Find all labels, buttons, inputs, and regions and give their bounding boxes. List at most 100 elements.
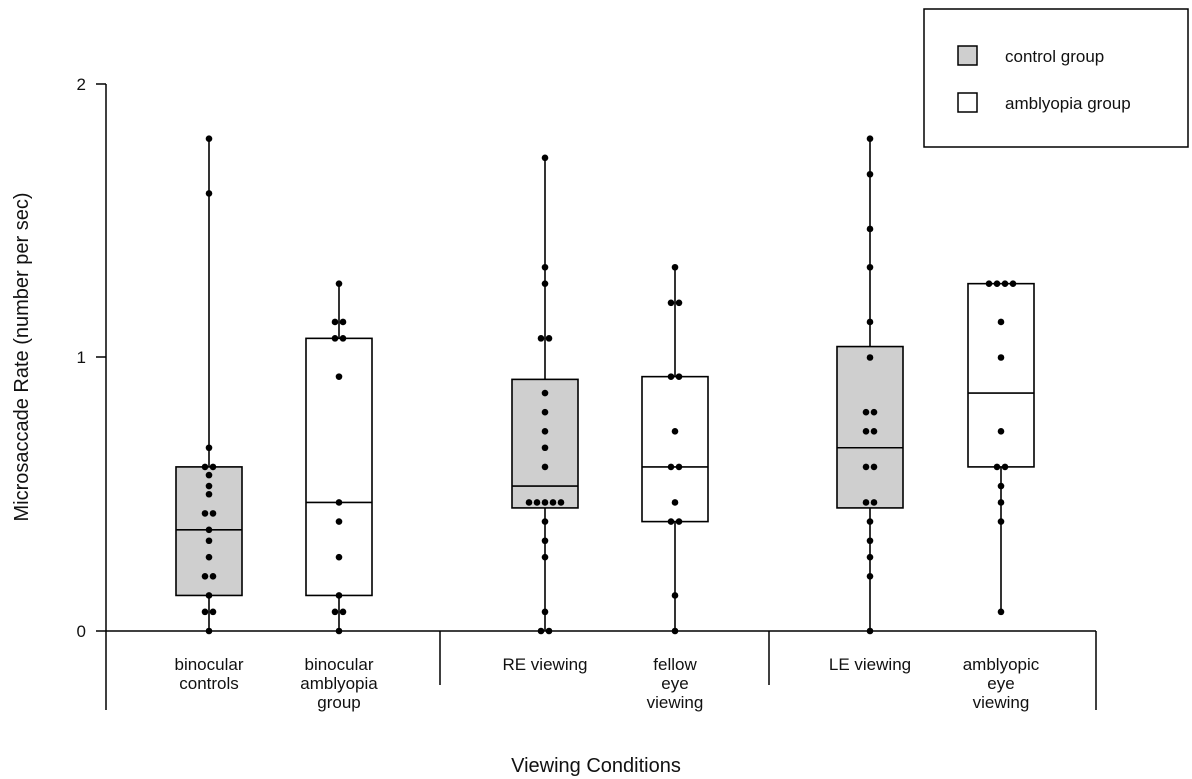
- data-point-2-12: [541, 499, 549, 506]
- legend-swatch-control-group: [957, 45, 978, 66]
- data-point-0-12: [205, 553, 213, 561]
- category-label-line: binocular: [175, 655, 244, 674]
- data-point-2-16: [541, 537, 549, 545]
- data-point-2-6: [541, 408, 549, 416]
- category-label-0: binocular controls: [175, 655, 244, 693]
- data-point-0-14: [209, 573, 217, 580]
- data-point-2-14: [557, 499, 565, 506]
- data-point-3-1: [667, 299, 675, 307]
- data-point-5-0: [985, 280, 993, 287]
- data-point-3-9: [667, 518, 675, 525]
- legend-label-control-group: control group: [1005, 47, 1104, 66]
- category-label-line: controls: [179, 674, 239, 693]
- category-label-line: amblyopia: [300, 674, 378, 693]
- data-point-0-5: [205, 471, 213, 479]
- data-point-0-4: [209, 463, 217, 471]
- data-point-0-0: [205, 135, 213, 142]
- data-point-1-1: [331, 318, 339, 326]
- data-point-2-9: [541, 463, 549, 471]
- data-point-2-19: [537, 627, 545, 635]
- data-point-2-20: [545, 627, 553, 635]
- data-point-3-4: [675, 373, 683, 380]
- data-point-0-2: [205, 444, 213, 452]
- data-point-0-7: [205, 490, 213, 498]
- data-point-0-16: [201, 608, 209, 616]
- data-point-2-2: [541, 280, 549, 287]
- box-3: [641, 375, 709, 523]
- data-point-3-7: [675, 463, 683, 471]
- data-point-0-13: [201, 573, 209, 580]
- data-point-1-3: [331, 335, 339, 342]
- legend: control group amblyopia group: [923, 8, 1189, 148]
- data-point-4-18: [866, 627, 874, 635]
- data-point-3-11: [671, 592, 679, 599]
- y-axis-title: Microsaccade Rate (number per sec): [11, 192, 33, 521]
- data-point-2-17: [541, 553, 549, 561]
- data-point-0-10: [205, 526, 213, 534]
- category-label-line: eye: [987, 674, 1014, 693]
- data-point-3-5: [671, 428, 679, 435]
- category-label-5: amblyopic eye viewing: [963, 655, 1040, 712]
- data-point-1-6: [335, 499, 343, 506]
- category-label-4: LE viewing: [829, 655, 911, 674]
- x-axis-title: Viewing Conditions: [511, 755, 681, 777]
- data-point-4-10: [862, 463, 870, 471]
- data-point-5-2: [1001, 280, 1009, 287]
- data-point-5-1: [993, 280, 1001, 287]
- data-point-5-10: [997, 499, 1005, 506]
- y-tick-label-2: 2: [77, 75, 86, 94]
- data-point-1-12: [335, 627, 343, 635]
- data-point-5-9: [997, 482, 1005, 490]
- data-point-3-10: [675, 518, 683, 525]
- legend-swatch-amblyopia-group: [957, 92, 978, 113]
- data-point-0-1: [205, 190, 213, 197]
- data-point-1-2: [339, 318, 347, 326]
- data-point-3-0: [671, 263, 679, 271]
- y-tick-label-1: 1: [77, 348, 86, 367]
- data-point-5-11: [997, 518, 1005, 525]
- y-tick-label-0: 0: [77, 622, 86, 641]
- data-point-1-11: [339, 608, 347, 616]
- data-point-0-9: [209, 510, 217, 517]
- data-point-2-13: [549, 499, 557, 506]
- data-point-4-15: [866, 537, 874, 545]
- category-label-line: LE viewing: [829, 655, 911, 674]
- data-point-4-13: [870, 499, 878, 506]
- data-point-2-11: [533, 499, 541, 506]
- category-label-line: fellow: [653, 655, 697, 674]
- data-point-2-1: [541, 263, 549, 271]
- data-point-2-4: [545, 335, 553, 342]
- data-point-4-12: [862, 499, 870, 506]
- data-point-5-12: [997, 608, 1005, 616]
- data-point-5-5: [997, 354, 1005, 361]
- data-point-0-15: [205, 592, 213, 599]
- data-point-2-8: [541, 444, 549, 452]
- data-point-4-4: [866, 318, 874, 326]
- data-point-1-4: [339, 335, 347, 342]
- data-point-2-15: [541, 518, 549, 525]
- data-point-1-7: [335, 518, 343, 525]
- data-point-0-17: [209, 608, 217, 616]
- data-point-5-8: [1001, 463, 1009, 471]
- data-point-2-5: [541, 389, 549, 397]
- box-4: [836, 345, 904, 509]
- data-point-4-16: [866, 553, 874, 561]
- legend-label-amblyopia-group: amblyopia group: [1005, 94, 1131, 113]
- category-label-line: amblyopic: [963, 655, 1040, 674]
- category-label-line: viewing: [647, 693, 704, 712]
- data-point-0-18: [205, 627, 213, 635]
- data-point-3-12: [671, 627, 679, 635]
- data-point-1-0: [335, 280, 343, 287]
- data-point-2-18: [541, 608, 549, 616]
- data-point-2-0: [541, 154, 549, 162]
- data-point-4-0: [866, 135, 874, 142]
- data-point-0-3: [201, 463, 209, 471]
- data-point-3-8: [671, 499, 679, 506]
- data-point-2-3: [537, 335, 545, 342]
- box-1: [305, 337, 373, 597]
- category-label-line: binocular: [305, 655, 374, 674]
- category-label-line: RE viewing: [502, 655, 587, 674]
- data-point-3-2: [675, 299, 683, 307]
